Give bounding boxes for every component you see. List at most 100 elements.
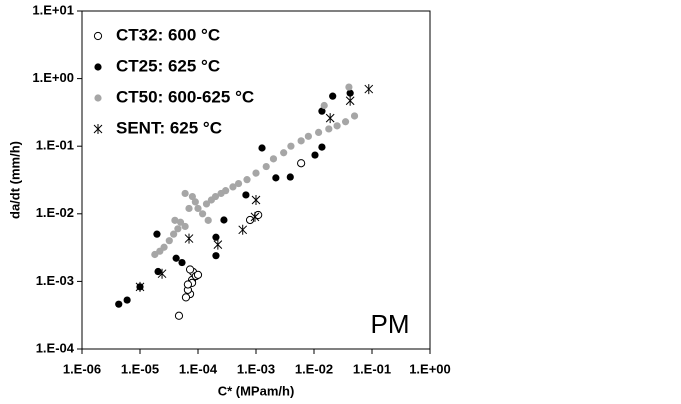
y-tick-label: 1.E-03 (36, 273, 74, 288)
point-stroke (251, 195, 261, 206)
point (252, 169, 260, 177)
point (174, 311, 184, 320)
point (251, 195, 261, 206)
point (286, 173, 294, 181)
legend-label: CT25: 625 °C (116, 56, 220, 75)
point (234, 179, 243, 188)
x-tick-label: 1.E-06 (63, 361, 101, 376)
point (188, 192, 196, 201)
point (191, 198, 199, 206)
legend-label: CT50: 600-625 °C (116, 87, 254, 106)
point-stroke (184, 233, 194, 244)
x-tick-label: 1.E-04 (179, 361, 218, 376)
point (329, 92, 337, 100)
point (297, 159, 306, 168)
legend-marker (93, 124, 103, 134)
point-stroke (157, 268, 167, 279)
point (311, 151, 319, 159)
point (170, 230, 178, 238)
x-axis-label: C* (MPam/h) (218, 383, 295, 398)
point (325, 113, 335, 124)
point (212, 252, 220, 260)
legend-marker (93, 31, 103, 41)
legend-marker (94, 94, 102, 102)
point (229, 183, 237, 191)
point (178, 258, 186, 267)
point (204, 216, 212, 224)
point (364, 84, 374, 95)
point (174, 225, 182, 233)
point (115, 300, 123, 308)
point (184, 233, 194, 244)
point (280, 149, 288, 157)
point (213, 239, 223, 250)
point (341, 118, 350, 126)
x-tick-label: 1.E-02 (295, 361, 333, 376)
point (318, 107, 326, 115)
point (345, 83, 353, 91)
point (153, 230, 161, 238)
y-tick-label: 1.E-02 (36, 205, 74, 220)
legend-marker (94, 63, 102, 71)
point (202, 200, 211, 208)
legend-marker-stroke (93, 124, 103, 134)
point-stroke (135, 281, 145, 292)
point (262, 162, 270, 171)
point (185, 204, 193, 213)
point (318, 143, 326, 151)
y-tick-label: 1.E+01 (32, 2, 74, 17)
point (194, 204, 202, 213)
point-stroke (364, 84, 374, 95)
x-tick-label: 1.E+00 (409, 361, 451, 376)
point (272, 174, 280, 182)
point (181, 189, 189, 198)
point (269, 155, 278, 163)
x-tick-label: 1.E-05 (121, 361, 159, 376)
y-tick-label: 1.E-01 (36, 138, 74, 153)
point (157, 268, 167, 279)
point (250, 211, 260, 222)
point (154, 267, 162, 276)
point (346, 89, 354, 97)
point (297, 137, 305, 145)
point (222, 187, 230, 195)
point (325, 125, 333, 133)
point (258, 144, 266, 152)
point (350, 112, 359, 120)
annotation: PM (371, 309, 410, 339)
point (212, 233, 220, 241)
point (185, 265, 195, 274)
point-stroke (325, 113, 335, 124)
point-stroke (250, 211, 260, 222)
point (345, 95, 355, 106)
legend-label: CT32: 600 °C (116, 25, 220, 44)
point-stroke (345, 95, 355, 106)
point (172, 254, 180, 262)
point (211, 192, 220, 201)
y-axis-label: da/dt (mm/h) (7, 141, 22, 219)
y-tick-label: 1.E-04 (36, 340, 75, 355)
point (193, 270, 203, 279)
point (220, 216, 228, 224)
point (181, 293, 191, 302)
x-tick-label: 1.E-01 (353, 361, 391, 376)
legend-label: SENT: 625 °C (116, 118, 222, 137)
point (314, 128, 323, 137)
point (287, 142, 295, 150)
point (198, 210, 207, 218)
point (333, 122, 341, 130)
point (123, 296, 131, 304)
point (171, 216, 179, 224)
point (181, 222, 189, 231)
point (320, 101, 328, 110)
x-tick-label: 1.E-03 (237, 361, 275, 376)
point (243, 176, 251, 184)
point-stroke (213, 239, 223, 250)
point (245, 215, 255, 225)
point (238, 224, 248, 235)
point (304, 132, 312, 140)
point (183, 280, 193, 289)
point (242, 191, 250, 199)
